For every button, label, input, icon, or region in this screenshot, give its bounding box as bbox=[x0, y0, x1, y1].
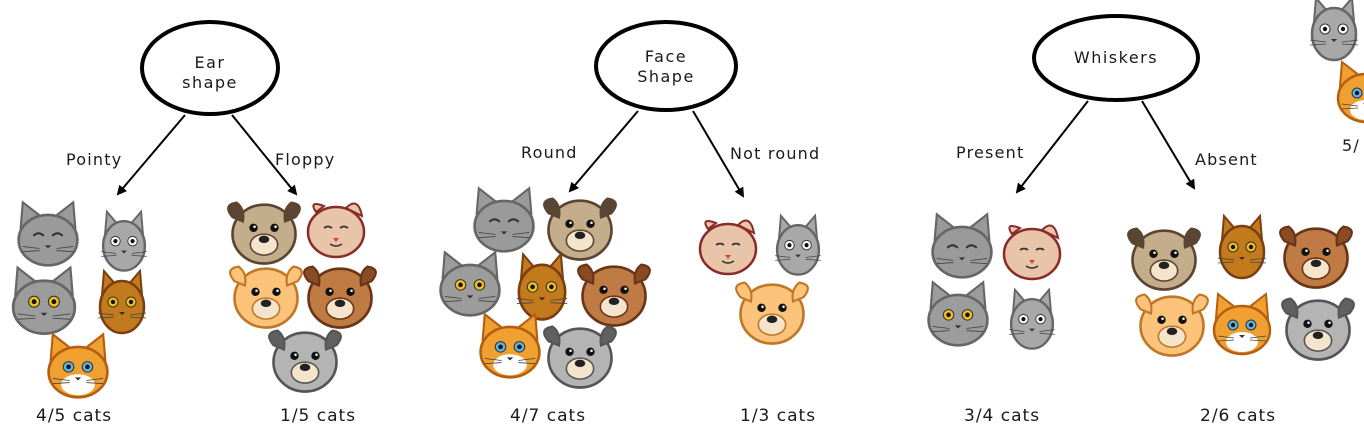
branch-label-not-round: Not round bbox=[730, 144, 821, 163]
count-absent: 2/6 cats bbox=[1200, 406, 1277, 426]
gray-cat-icon bbox=[473, 186, 535, 253]
brown-cat-icon bbox=[1217, 213, 1267, 280]
whiskers-node bbox=[1032, 14, 1200, 102]
count-round: 4/7 cats bbox=[510, 406, 587, 426]
branch-label-round: Round bbox=[521, 143, 578, 162]
branch-label-pointy: Pointy bbox=[66, 150, 123, 169]
gray-dog-icon bbox=[268, 329, 342, 393]
count-not-round: 1/3 cats bbox=[740, 406, 817, 426]
brown-dog-icon bbox=[577, 263, 651, 327]
gray-cat-icon bbox=[17, 200, 79, 267]
face-shape-node bbox=[594, 20, 738, 112]
count-present: 3/4 cats bbox=[964, 406, 1041, 426]
pug-dog-icon bbox=[227, 201, 301, 265]
count-floppy: 1/5 cats bbox=[280, 406, 357, 426]
face-right-arrow bbox=[692, 110, 745, 198]
gray-kitten-icon bbox=[1009, 287, 1055, 350]
gray-dog-icon bbox=[1281, 297, 1355, 361]
brown-cat-icon bbox=[97, 268, 147, 335]
yellow-dog-icon bbox=[229, 265, 303, 329]
gray-cat-icon bbox=[931, 212, 993, 279]
orange-kitten-icon bbox=[479, 312, 541, 379]
node-label-ear-shape: Ear shape bbox=[182, 53, 238, 92]
face-left-arrow bbox=[568, 110, 639, 193]
gray-dog-icon bbox=[543, 325, 617, 389]
fold-cat-icon bbox=[698, 219, 758, 276]
animal-icons bbox=[11, 0, 1364, 399]
yellow-dog-icon bbox=[1135, 293, 1209, 357]
yellow-dog-icon bbox=[735, 281, 809, 345]
ear-left-arrow bbox=[116, 114, 186, 196]
brown-dog-icon bbox=[303, 265, 377, 329]
gray-longhair-cat-icon bbox=[439, 250, 501, 317]
whiskers-left-arrow bbox=[1015, 100, 1089, 194]
gray-kitten-icon bbox=[1309, 0, 1359, 62]
gray-kitten-icon bbox=[775, 213, 821, 276]
orange-kitten-icon bbox=[1336, 60, 1364, 124]
branch-label-floppy: Floppy bbox=[275, 150, 336, 169]
partial-count-label: 5/ bbox=[1342, 136, 1360, 155]
count-pointy: 4/5 cats bbox=[36, 406, 113, 426]
ear-right-arrow bbox=[231, 114, 298, 196]
node-label-face-shape: Face Shape bbox=[637, 47, 695, 86]
orange-kitten-icon bbox=[47, 332, 109, 399]
fold-cat-icon bbox=[306, 202, 366, 259]
gray-longhair-cat-icon bbox=[11, 265, 77, 335]
pug-dog-icon bbox=[1127, 227, 1201, 291]
ear-shape-node bbox=[140, 20, 280, 116]
brown-dog-icon bbox=[1279, 225, 1353, 289]
branch-label-present: Present bbox=[956, 143, 1025, 162]
node-label-whiskers: Whiskers bbox=[1073, 48, 1159, 67]
brown-cat-icon bbox=[516, 251, 568, 321]
branch-label-absent: Absent bbox=[1195, 150, 1258, 169]
whiskers-right-arrow bbox=[1141, 100, 1196, 190]
fold-cat-icon bbox=[1002, 224, 1062, 281]
pug-dog-icon bbox=[543, 197, 617, 261]
gray-longhair-cat-icon bbox=[927, 280, 989, 347]
orange-kitten-icon bbox=[1212, 292, 1272, 356]
gray-kitten-icon bbox=[101, 209, 147, 272]
